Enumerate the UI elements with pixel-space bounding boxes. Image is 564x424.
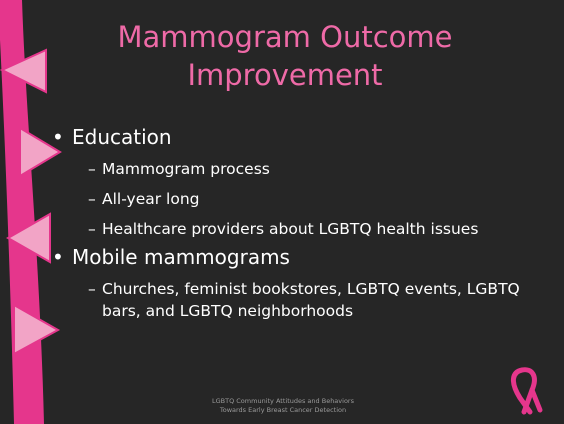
slide: Mammogram Outcome Improvement Education … [0,0,564,424]
bullet-list: Education Mammogram process All-year lon… [52,120,557,325]
bullet: Education [52,124,557,150]
ribbon-icon [513,370,540,412]
footer: LGBTQ Community Attitudes and Behaviors … [180,397,386,415]
bullet: Mobile mammograms [52,244,557,270]
sub-bullet: Churches, feminist bookstores, LGBTQ eve… [88,278,557,322]
sub-bullet: All-year long [88,188,557,210]
footer-line: Towards Early Breast Cancer Detection [180,406,386,415]
sub-bullet: Healthcare providers about LGBTQ health … [88,218,557,240]
slide-title: Mammogram Outcome Improvement [110,18,460,94]
footer-line: LGBTQ Community Attitudes and Behaviors [180,397,386,406]
sub-bullet: Mammogram process [88,158,557,180]
